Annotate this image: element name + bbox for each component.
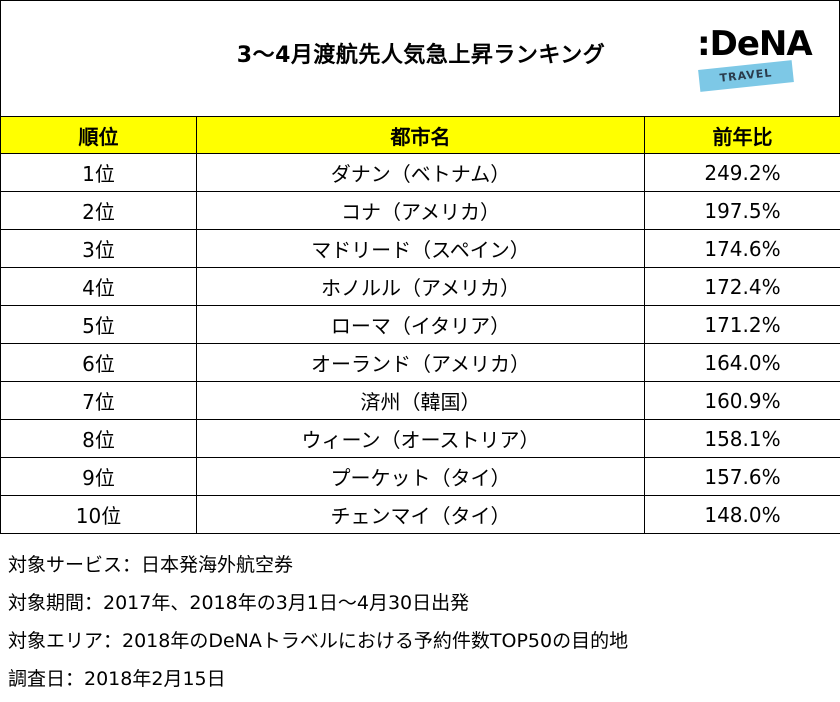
rank-cell: 2位 [0,191,197,230]
city-cell: ウィーン（オーストリア） [196,419,645,458]
table-row: 4位 ホノルル（アメリカ） 172.4% [0,267,840,306]
note-service: 対象サービス：日本発海外航空券 [8,554,294,576]
city-cell: チェンマイ（タイ） [196,495,645,534]
yoy-cell: 160.9% [644,381,840,420]
table-row: 8位 ウィーン（オーストリア） 158.1% [0,419,840,458]
yoy-cell: 249.2% [644,153,840,192]
yoy-cell: 148.0% [644,495,840,534]
ranking-table: 順位 都市名 前年比 1位 ダナン（ベトナム） 249.2% 2位 コナ（アメリカ） 19… [0,116,840,534]
yoy-cell: 171.2% [644,305,840,344]
yoy-cell: 157.6% [644,457,840,496]
table-row: 9位 プーケット（タイ） 157.6% [0,457,840,496]
city-cell: プーケット（タイ） [196,457,645,496]
rank-cell: 10位 [0,495,197,534]
rank-cell: 9位 [0,457,197,496]
city-cell: ダナン（ベトナム） [196,153,645,192]
yoy-cell: 197.5% [644,191,840,230]
dena-travel-logo: :DeNA TRAVEL [697,25,813,95]
note-area: 対象エリア：2018年のDeNAトラベルにおける予約件数TOP50の目的地 [8,630,629,652]
table-header-row: 順位 都市名 前年比 [0,116,840,154]
column-header-yoy: 前年比 [644,116,840,154]
logo-tag-text: TRAVEL [719,66,773,85]
table-row: 7位 済州（韓国） 160.9% [0,381,840,420]
column-header-city: 都市名 [196,116,645,154]
rank-cell: 8位 [0,419,197,458]
rank-cell: 5位 [0,305,197,344]
yoy-cell: 172.4% [644,267,840,306]
table-row: 5位 ローマ（イタリア） 171.2% [0,305,840,344]
city-cell: 済州（韓国） [196,381,645,420]
city-cell: ホノルル（アメリカ） [196,267,645,306]
yoy-cell: 158.1% [644,419,840,458]
rank-cell: 7位 [0,381,197,420]
header-box: 3～4月渡航先人気急上昇ランキング :DeNA TRAVEL [0,0,840,117]
city-cell: オーランド（アメリカ） [196,343,645,382]
rank-cell: 1位 [0,153,197,192]
column-header-rank: 順位 [0,116,197,154]
note-period: 対象期間：2017年、2018年の3月1日～4月30日出発 [8,592,470,614]
notes-section: 対象サービス：日本発海外航空券 対象期間：2017年、2018年の3月1日～4月… [8,546,828,698]
city-cell: ローマ（イタリア） [196,305,645,344]
note-survey-date: 調査日：2018年2月15日 [8,668,226,690]
rank-cell: 6位 [0,343,197,382]
logo-tag: TRAVEL [698,60,794,92]
table-row: 3位 マドリード（スペイン） 174.6% [0,229,840,268]
logo-wordmark: :DeNA [697,24,813,64]
table-row: 2位 コナ（アメリカ） 197.5% [0,191,840,230]
city-cell: マドリード（スペイン） [196,229,645,268]
page-title: 3～4月渡航先人気急上昇ランキング [236,43,606,68]
city-cell: コナ（アメリカ） [196,191,645,230]
table-row: 1位 ダナン（ベトナム） 249.2% [0,153,840,192]
rank-cell: 3位 [0,229,197,268]
yoy-cell: 174.6% [644,229,840,268]
yoy-cell: 164.0% [644,343,840,382]
rank-cell: 4位 [0,267,197,306]
table-row: 10位 チェンマイ（タイ） 148.0% [0,495,840,534]
table-row: 6位 オーランド（アメリカ） 164.0% [0,343,840,382]
